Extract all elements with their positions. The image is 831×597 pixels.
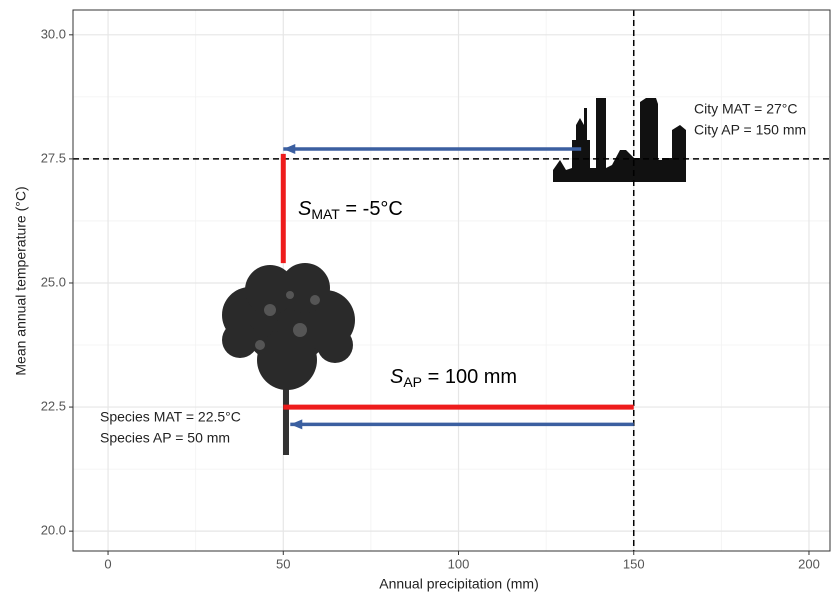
panel-border [72,9,831,552]
x-tick-label: 150 [623,556,645,571]
grid [73,10,830,551]
x-tick-label: 0 [104,556,111,571]
species-ap: Species AP = 50 mm [100,430,230,446]
y-tick-label: 30.0 [41,26,66,41]
y-tick-label: 22.5 [41,399,66,414]
s-symbol: S [298,198,312,220]
marks [73,10,830,551]
y-tick-label: 20.0 [41,523,66,538]
city-icon [553,98,686,182]
s-mat: SMAT = -5°C [298,198,403,221]
species-mat: Species MAT = 22.5°C [100,409,241,425]
city-ap: City AP = 150 mm [694,122,806,138]
y-tick-label: 27.5 [41,150,66,165]
s-subscript: AP [403,374,422,390]
y-axis-label: Mean annual temperature (°C) [13,186,29,375]
x-tick-label: 100 [448,556,470,571]
s-symbol: S [390,366,404,388]
x-tick-label: 200 [798,556,820,571]
s-subscript: MAT [311,206,340,222]
s-rest: = -5°C [340,198,403,220]
x-tick-label: 50 [276,556,290,571]
y-tick-label: 25.0 [41,274,66,289]
s-ap: SAP = 100 mm [390,366,517,389]
s-rest: = 100 mm [422,366,517,388]
tree-icon [222,263,355,455]
city-mat: City MAT = 27°C [694,101,798,117]
x-axis-label: Annual precipitation (mm) [379,576,539,592]
